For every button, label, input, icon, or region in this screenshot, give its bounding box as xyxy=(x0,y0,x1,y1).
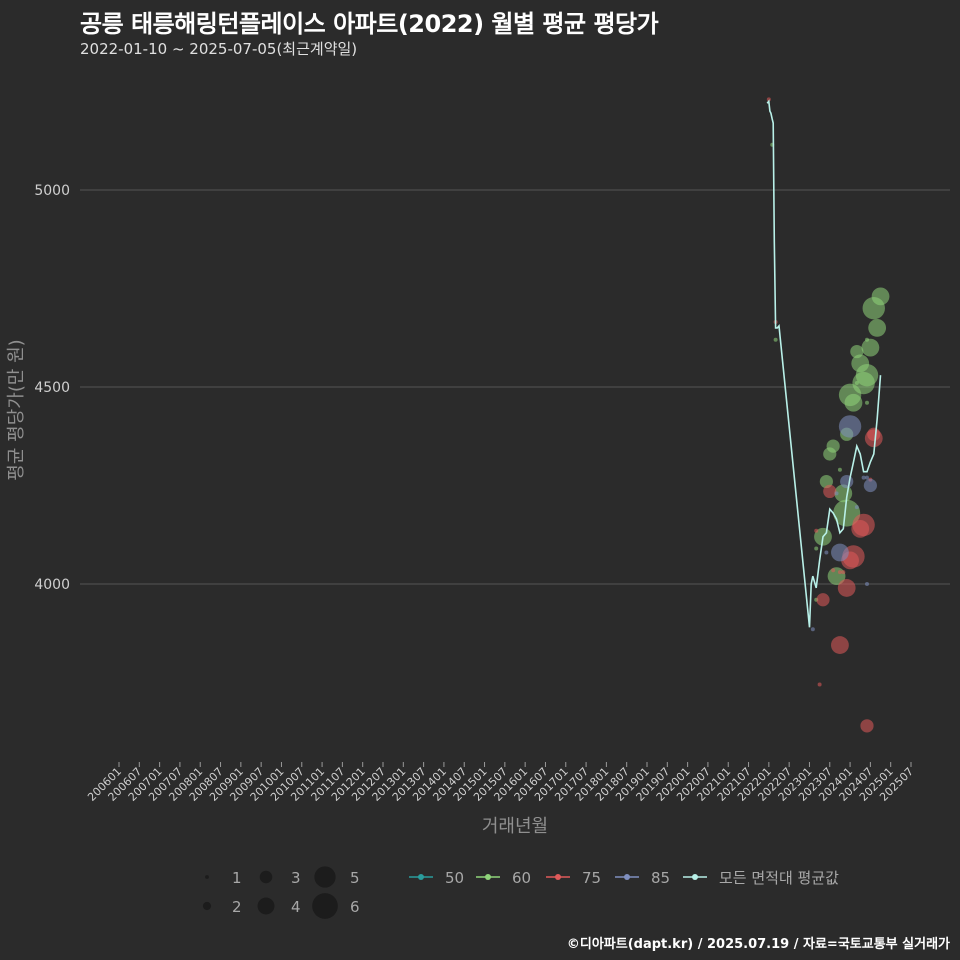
data-point-75 xyxy=(860,719,874,733)
data-point-60 xyxy=(844,393,863,412)
data-point-75 xyxy=(837,579,856,597)
legend-point-key xyxy=(555,874,561,880)
data-point-60 xyxy=(861,338,880,357)
y-tick-label: 4000 xyxy=(34,577,70,593)
data-point-60 xyxy=(837,467,842,472)
x-axis: 2006012006072007012007072008012008072009… xyxy=(85,762,916,804)
data-point-75 xyxy=(814,528,819,533)
data-point-85 xyxy=(824,550,829,555)
size-legend-label: 4 xyxy=(291,898,301,916)
legend-point-key xyxy=(485,874,491,880)
data-point-75 xyxy=(831,568,836,573)
size-legend-label: 5 xyxy=(350,869,360,887)
legend-point-key xyxy=(418,874,424,880)
data-point-85 xyxy=(863,478,877,493)
points-layer xyxy=(766,97,890,733)
data-point-85 xyxy=(854,505,859,510)
average-line-segment-0 xyxy=(766,99,882,628)
legend: 1 2 3 4 5 6 50 60 75 85 모든 면적대 평균값 xyxy=(202,866,839,919)
data-point-85 xyxy=(865,475,869,480)
size-legend-label: 3 xyxy=(291,869,301,887)
data-point-75 xyxy=(816,593,830,607)
chart-subtitle: 2022-01-10 ~ 2025-07-05(최근계약일) xyxy=(80,40,358,58)
data-point-85 xyxy=(810,627,815,632)
size-legend-label: 6 xyxy=(350,898,360,916)
legend-series-label: 모든 면적대 평균값 xyxy=(719,869,839,887)
data-point-85 xyxy=(861,475,866,480)
size-legend-dot xyxy=(257,897,275,915)
chart-title: 공릉 태릉해링턴플레이스 아파트(2022) 월별 평균 평당가 xyxy=(80,10,659,38)
size-legend-dot xyxy=(312,893,338,919)
data-point-60 xyxy=(833,499,861,527)
data-point-85 xyxy=(831,543,849,562)
size-legend-dot xyxy=(202,901,212,911)
legend-series-label: 60 xyxy=(512,869,531,887)
data-point-60 xyxy=(814,546,819,551)
footer-credit: ©디아파트(dapt.kr) / 2025.07.19 / 자료=국토교통부 실… xyxy=(566,937,950,952)
average-line-layer xyxy=(766,99,882,628)
size-legend-label: 2 xyxy=(232,898,242,916)
y-tick-label: 4500 xyxy=(34,380,70,396)
data-point-75 xyxy=(766,97,771,102)
y-axis-title: 평균 평당가(만 원) xyxy=(6,339,27,480)
data-point-60 xyxy=(865,400,869,405)
legend-point-key xyxy=(624,874,630,880)
data-point-75 xyxy=(852,513,875,537)
y-axis: 4000 4500 5000 xyxy=(34,183,70,593)
data-point-85 xyxy=(838,415,862,438)
legend-series-label: 75 xyxy=(582,869,601,887)
data-point-60 xyxy=(868,319,887,337)
data-point-75 xyxy=(841,570,846,575)
x-axis-title: 거래년월 xyxy=(482,816,548,837)
data-point-85 xyxy=(865,582,869,586)
data-point-75 xyxy=(817,682,822,687)
data-point-60 xyxy=(773,337,778,342)
data-point-75 xyxy=(837,570,842,575)
data-point-75 xyxy=(831,636,849,654)
size-legend-label: 1 xyxy=(232,869,242,887)
y-tick-label: 5000 xyxy=(34,183,70,199)
data-point-75 xyxy=(823,484,837,499)
data-point-85 xyxy=(840,474,854,489)
data-point-60 xyxy=(855,363,879,387)
grid-layer xyxy=(80,189,950,585)
data-point-75 xyxy=(867,427,881,441)
size-legend-dot xyxy=(205,875,209,879)
data-point-60 xyxy=(826,439,840,453)
data-point-60 xyxy=(871,287,890,306)
data-point-85 xyxy=(834,491,839,496)
legend-series-label: 50 xyxy=(445,869,464,887)
size-legend-dot xyxy=(314,866,336,888)
legend-series-label: 85 xyxy=(651,869,670,887)
legend-point-key xyxy=(692,874,698,880)
size-legend-dot xyxy=(259,870,273,884)
